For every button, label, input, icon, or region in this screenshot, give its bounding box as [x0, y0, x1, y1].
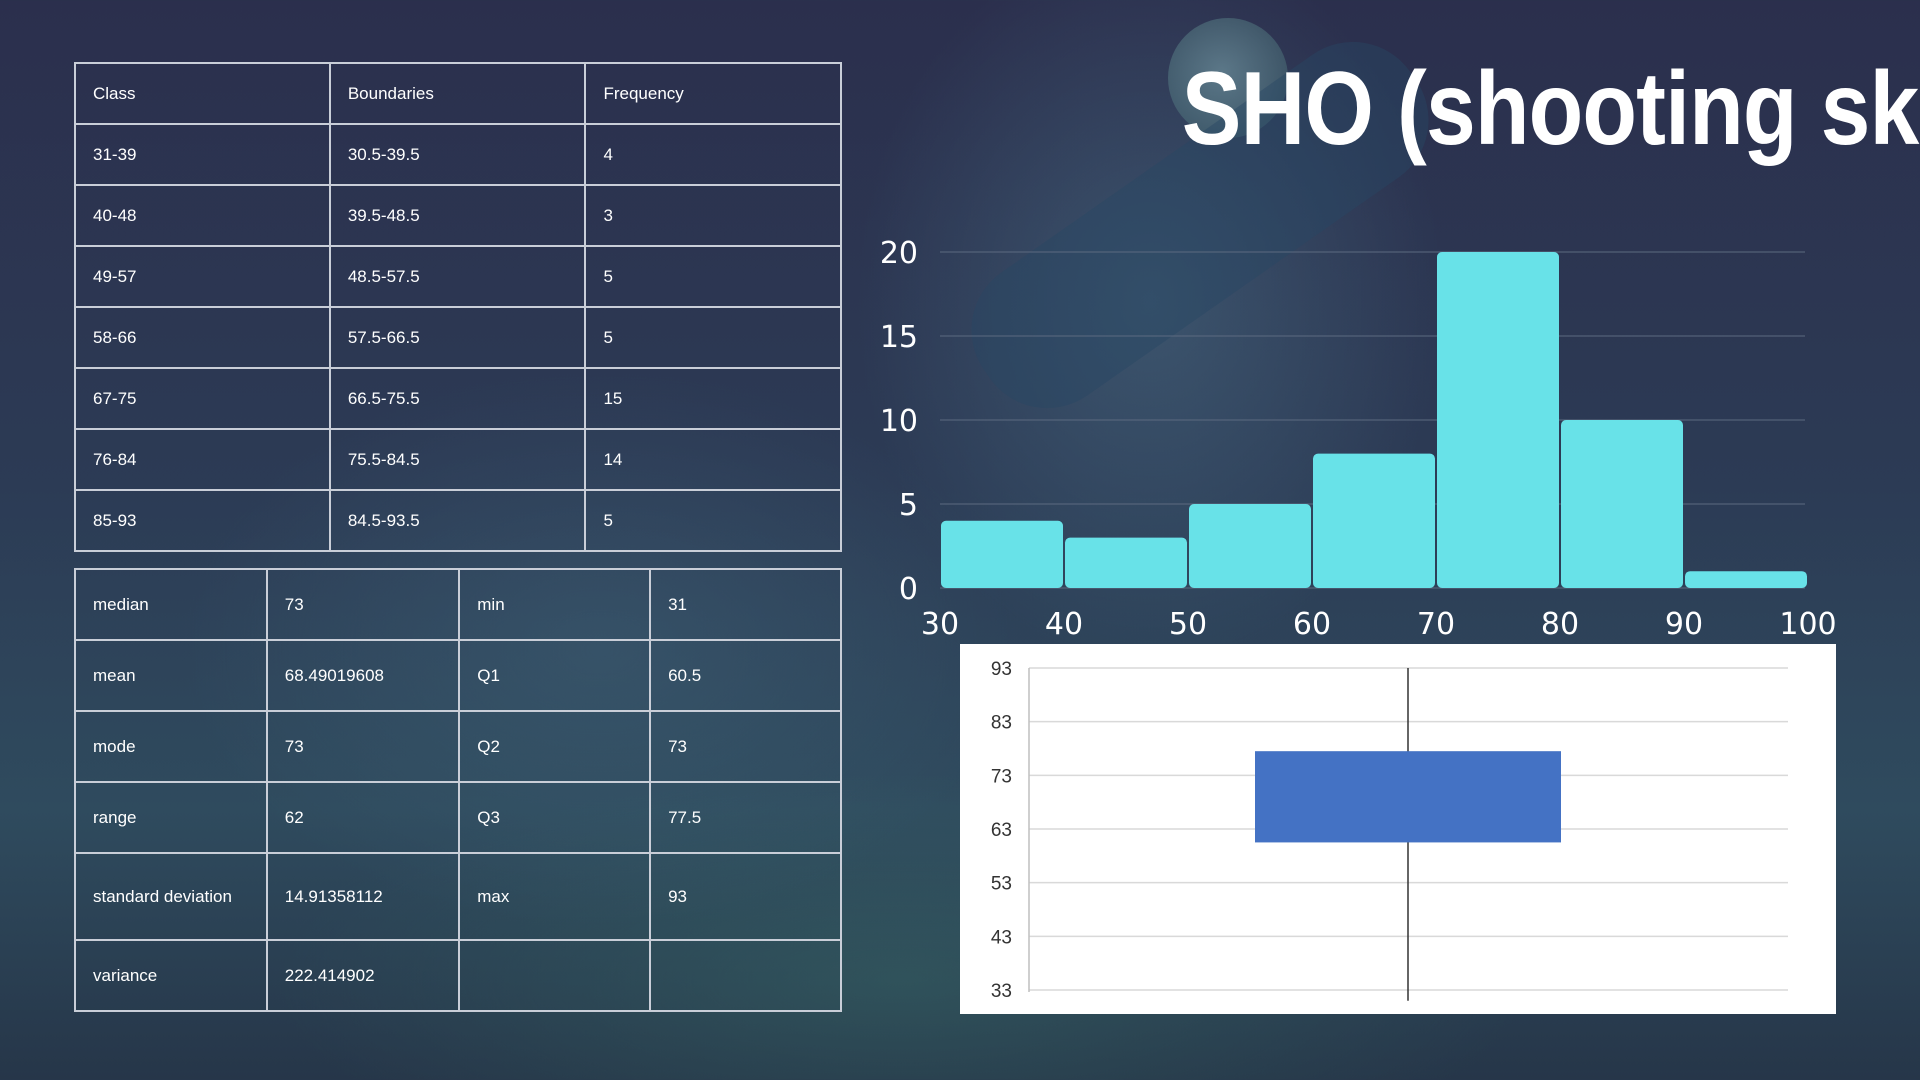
- y-tick-label: 0: [899, 572, 918, 607]
- stats-row: mean 68.49019608 Q1 60.5: [74, 639, 842, 712]
- x-tick-label: 40: [1045, 607, 1083, 640]
- histogram-bar: [1437, 252, 1559, 588]
- stats-row: mode 73 Q2 73: [74, 710, 842, 783]
- stat-value: 93: [649, 852, 842, 941]
- histogram-bar: [1065, 537, 1187, 588]
- background-ball: [1168, 18, 1288, 138]
- stat-value: 73: [265, 710, 461, 783]
- class-cell: 58-66: [74, 306, 331, 369]
- histogram-chart: 0 5 10 15 20 30 40 50 60 70 80 90 100: [880, 236, 1837, 640]
- stat-label: range: [74, 781, 268, 854]
- x-tick-label: 70: [1417, 607, 1455, 640]
- stat-value: 222.414902: [265, 939, 461, 1012]
- table-row: 85-93 84.5-93.5 5: [74, 489, 842, 552]
- histogram-bar: [941, 520, 1063, 588]
- stat-label: mean: [74, 639, 268, 712]
- stat-label: min: [458, 568, 652, 641]
- x-tick-label: 60: [1293, 607, 1331, 640]
- stat-value: 31: [649, 568, 842, 641]
- y-tick-label: 33: [991, 981, 1012, 1002]
- boundaries-cell: 30.5-39.5: [328, 123, 587, 186]
- x-tick-label: 50: [1169, 607, 1207, 640]
- x-tick-label: 80: [1541, 607, 1579, 640]
- frequency-cell: 14: [584, 428, 842, 491]
- header-cell: Frequency: [584, 62, 842, 125]
- y-tick-label: 63: [991, 820, 1012, 841]
- x-tick-label: 90: [1665, 607, 1703, 640]
- frequency-cell: 5: [584, 245, 842, 308]
- header-cell: Boundaries: [328, 62, 587, 125]
- y-tick-label: 15: [880, 320, 918, 355]
- boundaries-cell: 39.5-48.5: [328, 184, 587, 247]
- stat-label: [458, 939, 652, 1012]
- y-tick-label: 93: [991, 659, 1012, 680]
- stat-value: 77.5: [649, 781, 842, 854]
- frequency-cell: 4: [584, 123, 842, 186]
- stats-row: standard deviation 14.91358112 max 93: [74, 852, 842, 941]
- class-cell: 85-93: [74, 489, 331, 552]
- table-row: 67-75 66.5-75.5 15: [74, 367, 842, 430]
- page-title: SHO (shooting skill): [1181, 51, 1920, 167]
- frequency-cell: 3: [584, 184, 842, 247]
- stat-value: 62: [265, 781, 461, 854]
- stat-value: 73: [265, 568, 461, 641]
- frequency-cell: 15: [584, 367, 842, 430]
- x-tick-label: 30: [921, 607, 959, 640]
- stats-row: variance 222.414902: [74, 939, 842, 1012]
- frequency-cell: 5: [584, 489, 842, 552]
- stat-value: 68.49019608: [265, 639, 461, 712]
- frequency-table: Class Boundaries Frequency 31-39 30.5-39…: [74, 62, 842, 552]
- x-tick-label: 100: [1779, 607, 1836, 640]
- stat-label: max: [458, 852, 652, 941]
- boundaries-cell: 57.5-66.5: [328, 306, 587, 369]
- histogram-bar: [1189, 504, 1311, 588]
- class-cell: 49-57: [74, 245, 331, 308]
- stats-row: range 62 Q3 77.5: [74, 781, 842, 854]
- stat-label: Q1: [458, 639, 652, 712]
- table-row: 31-39 30.5-39.5 4: [74, 123, 842, 186]
- y-tick-label: 10: [880, 404, 918, 439]
- box-iqr: [1255, 751, 1561, 843]
- class-cell: 31-39: [74, 123, 331, 186]
- boundaries-cell: 66.5-75.5: [328, 367, 587, 430]
- class-cell: 76-84: [74, 428, 331, 491]
- table-header-row: Class Boundaries Frequency: [74, 62, 842, 125]
- stat-value: 14.91358112: [265, 852, 461, 941]
- table-row: 49-57 48.5-57.5 5: [74, 245, 842, 308]
- boundaries-cell: 75.5-84.5: [328, 428, 587, 491]
- statistics-table: median 73 min 31 mean 68.49019608 Q1 60.…: [74, 568, 842, 1012]
- frequency-cell: 5: [584, 306, 842, 369]
- stat-label: Q2: [458, 710, 652, 783]
- y-tick-label: 83: [991, 713, 1012, 734]
- table-row: 40-48 39.5-48.5 3: [74, 184, 842, 247]
- stat-label: standard deviation: [74, 852, 268, 941]
- stat-value: 60.5: [649, 639, 842, 712]
- class-cell: 40-48: [74, 184, 331, 247]
- stat-label: median: [74, 568, 268, 641]
- y-tick-label: 43: [991, 927, 1012, 948]
- boundaries-cell: 48.5-57.5: [328, 245, 587, 308]
- y-tick-label: 5: [899, 488, 918, 523]
- histogram-bar: [1685, 571, 1807, 588]
- table-row: 58-66 57.5-66.5 5: [74, 306, 842, 369]
- stat-value: 73: [649, 710, 842, 783]
- header-cell: Class: [74, 62, 331, 125]
- class-cell: 67-75: [74, 367, 331, 430]
- histogram-bar: [1561, 420, 1683, 588]
- stat-label: Q3: [458, 781, 652, 854]
- stats-row: median 73 min 31: [74, 568, 842, 641]
- box-plot-chart: 33 43 53 63 73 83 93: [960, 644, 1836, 1014]
- y-tick-label: 73: [991, 766, 1012, 787]
- boundaries-cell: 84.5-93.5: [328, 489, 587, 552]
- stat-label: variance: [74, 939, 268, 1012]
- table-row: 76-84 75.5-84.5 14: [74, 428, 842, 491]
- stat-value: [649, 939, 842, 1012]
- y-tick-label: 20: [880, 236, 918, 271]
- histogram-bar: [1313, 453, 1435, 588]
- stat-label: mode: [74, 710, 268, 783]
- y-tick-label: 53: [991, 874, 1012, 895]
